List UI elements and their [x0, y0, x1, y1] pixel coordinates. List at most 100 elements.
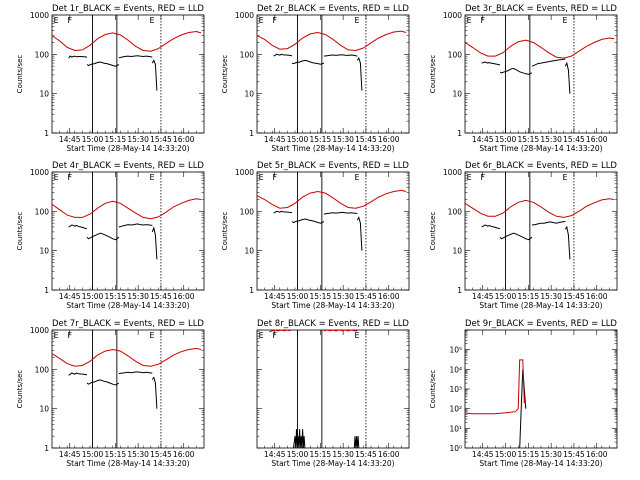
series-events: [565, 63, 570, 94]
plot-frame: [257, 15, 409, 133]
x-tick-label: 15:00: [495, 135, 517, 144]
y-tick-label: 10: [452, 90, 462, 99]
x-tick-label: 15:15: [518, 292, 540, 301]
y-tick-label: 1000: [235, 11, 254, 20]
y-tick-label: 1: [44, 286, 49, 295]
x-axis-label: Start Time (28-May-14 14:33:20): [271, 301, 394, 310]
x-tick-label: 16:00: [378, 450, 400, 459]
x-tick-label: 15:15: [105, 135, 127, 144]
x-tick-label: 14:45: [264, 292, 286, 301]
x-tick-label: 15:45: [563, 292, 585, 301]
x-tick-label: 15:30: [540, 292, 562, 301]
plot-frame: [257, 330, 409, 448]
series-events: [152, 228, 157, 260]
event-marker: F: [272, 173, 277, 182]
x-tick-label: 15:00: [287, 292, 309, 301]
y-axis-label: Counts/sec: [16, 212, 24, 251]
x-tick-label: 15:30: [332, 135, 354, 144]
x-tick-label: 14:45: [472, 292, 494, 301]
y-tick-label: 1: [457, 129, 462, 138]
panel-det4: Det 4r_BLACK = Events, RED = LLD 1 10 100 10…: [16, 161, 204, 310]
event-marker: E: [563, 16, 568, 25]
event-marker: F: [67, 16, 72, 25]
series-events: [69, 225, 87, 229]
y-tick-label: 1: [44, 444, 49, 453]
x-axis-label: Start Time (28-May-14 14:33:20): [479, 459, 602, 468]
plot-frame: [465, 172, 617, 290]
series-events: [274, 211, 292, 213]
panel-title: Det 1r_BLACK = Events, RED = LLD: [52, 4, 204, 14]
x-tick-label: 15:45: [150, 292, 172, 301]
event-marker: F: [272, 331, 277, 340]
series-lld: [324, 330, 357, 331]
series-lld: [465, 38, 614, 58]
x-axis-label: Start Time (28-May-14 14:33:20): [66, 459, 189, 468]
event-marker: E: [150, 331, 155, 340]
event-marker: E: [54, 173, 59, 182]
y-tick-label: 100: [448, 50, 463, 59]
series-events: [119, 224, 152, 227]
y-tick-label: 100: [240, 207, 255, 216]
y-tick-label: 10³: [449, 385, 462, 394]
y-tick-label: 10: [39, 90, 49, 99]
x-tick-label: 15:45: [355, 135, 377, 144]
x-tick-label: 16:00: [173, 292, 195, 301]
event-marker: E: [54, 331, 59, 340]
panel-title: Det 9r_BLACK = Events, RED = LLD: [465, 319, 617, 329]
event-marker: E: [563, 173, 568, 182]
x-tick-label: 14:45: [264, 450, 286, 459]
y-axis-label: Counts/sec: [429, 55, 437, 94]
x-tick-label: 14:45: [59, 135, 81, 144]
plot-frame: [257, 172, 409, 290]
x-tick-label: 15:45: [563, 135, 585, 144]
series-events: [87, 233, 119, 240]
x-tick-label: 15:30: [540, 450, 562, 459]
event-marker: F: [272, 16, 277, 25]
series-events: [500, 68, 532, 74]
y-tick-label: 100: [35, 207, 50, 216]
event-marker: E: [54, 16, 59, 25]
panel-title: Det 5r_BLACK = Events, RED = LLD: [257, 161, 409, 171]
y-tick-label: 100: [448, 207, 463, 216]
x-tick-label: 16:00: [173, 135, 195, 144]
x-tick-label: 15:15: [310, 135, 332, 144]
x-axis-label: Start Time (28-May-14 14:33:20): [66, 301, 189, 310]
x-axis-label: Start Time (28-May-14 14:33:20): [271, 144, 394, 153]
panel-title: Det 3r_BLACK = Events, RED = LLD: [465, 4, 617, 14]
y-tick-label: 10: [39, 405, 49, 414]
series-lld: [52, 348, 201, 366]
panel-det7: Det 7r_BLACK = Events, RED = LLD11010010…: [16, 319, 204, 468]
x-tick-label: 16:00: [586, 135, 608, 144]
panel-title: Det 4r_BLACK = Events, RED = LLD: [52, 161, 204, 171]
plot-frame: [52, 15, 204, 133]
x-tick-label: 15:15: [105, 292, 127, 301]
y-tick-label: 1000: [30, 11, 49, 20]
x-tick-label: 15:00: [82, 135, 104, 144]
x-axis-label: Start Time (28-May-14 14:33:20): [479, 301, 602, 310]
x-tick-label: 15:15: [310, 450, 332, 459]
x-tick-label: 15:15: [310, 292, 332, 301]
series-events: [294, 429, 306, 448]
series-events: [152, 60, 157, 90]
x-tick-label: 15:30: [332, 450, 354, 459]
event-marker: E: [150, 173, 155, 182]
series-events: [274, 54, 292, 56]
event-marker: F: [67, 173, 72, 182]
y-tick-label: 100: [240, 50, 255, 59]
panel-det3: Det 3r_BLACK = Events, RED = LLD 1 10 100 10…: [429, 4, 617, 153]
series-lld: [52, 199, 201, 219]
event-marker: E: [467, 16, 472, 25]
y-axis-label: Counts/sec: [429, 370, 437, 409]
series-events: [292, 60, 324, 64]
x-axis-label: Start Time (28-May-14 14:33:20): [271, 459, 394, 468]
x-tick-label: 15:30: [332, 292, 354, 301]
y-axis-label: Counts/sec: [221, 55, 229, 94]
x-tick-label: 15:15: [518, 450, 540, 459]
y-tick-label: 10¹: [449, 424, 462, 433]
x-axis-label: Start Time (28-May-14 14:33:20): [479, 144, 602, 153]
x-tick-label: 16:00: [378, 135, 400, 144]
y-tick-label: 100: [35, 50, 50, 59]
plot-frame: [465, 330, 617, 448]
x-tick-label: 16:00: [378, 292, 400, 301]
event-marker: F: [480, 173, 485, 182]
